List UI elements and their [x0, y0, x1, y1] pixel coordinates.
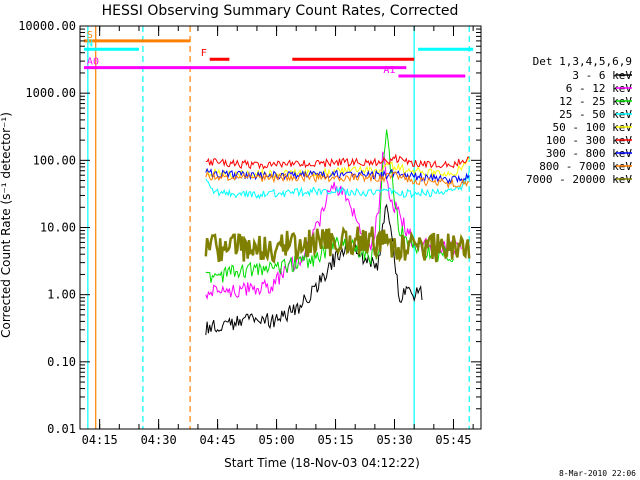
series-line	[205, 203, 423, 336]
instrument-bar-label: A1	[383, 65, 395, 76]
y-tick-label: 0.01	[47, 422, 76, 436]
footer-timestamp: 8-Mar-2010 22:06	[559, 469, 636, 478]
y-tick-label: 1.00	[47, 288, 76, 302]
instrument-bar-label: S	[87, 30, 93, 41]
legend-entry: 50 - 100 keV	[553, 121, 633, 134]
legend-entry: 25 - 50 keV	[559, 108, 632, 121]
y-tick-label: 100.00	[33, 153, 76, 167]
legend-entry: 12 - 25 keV	[559, 95, 632, 108]
x-tick-label: 05:30	[376, 433, 412, 447]
x-tick-label: 05:00	[259, 433, 295, 447]
y-tick-label: 10000.00	[18, 19, 76, 33]
series-line	[205, 171, 470, 190]
legend-entry: 100 - 300 keV	[546, 134, 632, 147]
legend-title: Det 1,3,4,5,6,9	[533, 55, 632, 68]
series-line	[205, 171, 470, 200]
instrument-state-bars: SN F A0 A1	[83, 30, 474, 78]
series-line	[204, 225, 471, 264]
x-tick-label: 05:45	[435, 433, 471, 447]
axes: 0.01 0.10 1.00 10.00 100.00 1000.00 10000.00 04…	[18, 19, 482, 447]
plot-frame	[79, 25, 482, 430]
legend-entry: 3 - 6 keV	[572, 69, 632, 82]
y-tick-label: 1000.00	[25, 86, 76, 100]
legend-entry: 7000 - 20000 keV	[526, 173, 632, 186]
series-layer	[204, 129, 471, 336]
legend-entry: 300 - 800 keV	[546, 147, 632, 160]
x-tick-label: 04:45	[200, 433, 236, 447]
series-line	[205, 153, 470, 170]
instrument-bar-label: A0	[87, 57, 99, 68]
x-axis-label: Start Time (18-Nov-03 04:12:22)	[224, 456, 420, 470]
y-axis-label: Corrected Count Rate (s⁻¹ detector⁻¹)	[0, 112, 13, 338]
chart-title: HESSI Observing Summary Count Rates, Cor…	[102, 3, 459, 19]
instrument-bar-label: N	[87, 38, 93, 49]
x-tick-label: 05:15	[317, 433, 353, 447]
legend-entry: 6 - 12 keV	[566, 82, 633, 95]
y-tick-label: 10.00	[40, 221, 76, 235]
y-tick-label: 0.10	[47, 355, 76, 369]
instrument-bar-label: F	[201, 48, 207, 59]
x-tick-label: 04:30	[141, 433, 177, 447]
instrument-state-lines	[87, 26, 470, 429]
x-tick-label: 04:15	[82, 433, 118, 447]
legend-entry: 800 - 7000 keV	[539, 160, 632, 173]
